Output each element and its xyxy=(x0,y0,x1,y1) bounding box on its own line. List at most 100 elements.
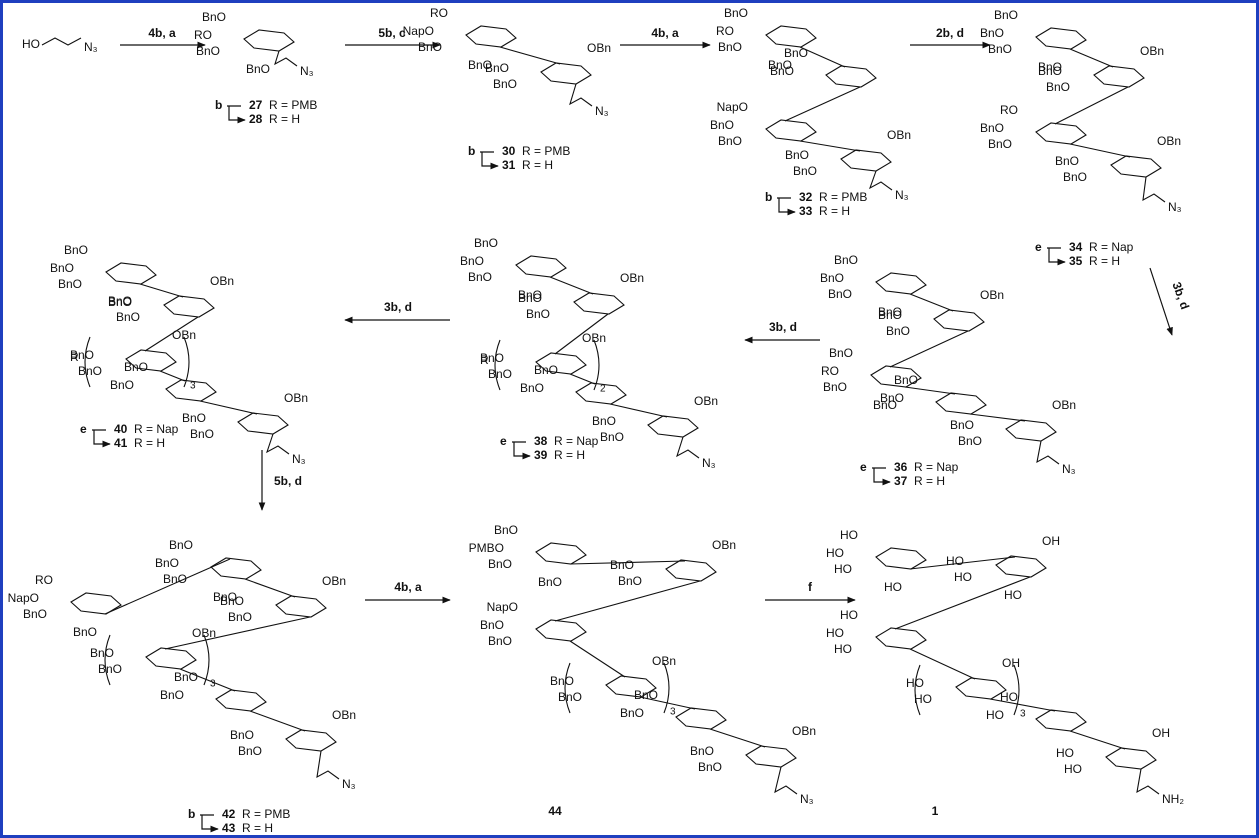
glycosidic-bond xyxy=(799,140,861,152)
substituent: BnO xyxy=(480,618,504,632)
compound-r: R = H xyxy=(554,448,585,462)
compound-number: 35 xyxy=(1069,254,1083,268)
substituent: RO xyxy=(430,6,448,20)
substituent: BnO xyxy=(620,706,644,720)
compound-r: R = Nap xyxy=(554,434,599,448)
glycosidic-bond xyxy=(499,46,561,65)
compound-number: 1 xyxy=(932,804,939,818)
hook-arrow xyxy=(512,441,530,456)
substituent: BnO xyxy=(886,324,910,338)
glycosidic-bond xyxy=(549,276,594,295)
reagent-label: 3b, d xyxy=(769,320,797,334)
substituent: BnO xyxy=(174,670,198,684)
substituent: BnO xyxy=(64,243,88,257)
substituent: OBn xyxy=(1140,44,1164,58)
linker-chain xyxy=(869,170,893,191)
step-label: e xyxy=(1035,240,1042,254)
compound-r: R = PMB xyxy=(269,98,317,112)
compound-r: R = Nap xyxy=(134,422,179,436)
compound-r: R = Nap xyxy=(914,460,959,474)
substituent: PMBO xyxy=(469,541,504,555)
substituent: BnO xyxy=(834,253,858,267)
substituent: HO xyxy=(834,562,852,576)
step-label: b xyxy=(188,807,195,821)
substituent: BnO xyxy=(768,58,792,72)
step-label: b xyxy=(765,190,772,204)
compound-r: R = H xyxy=(819,204,850,218)
compound-r: R = H xyxy=(914,474,945,488)
linker-end: N₃ xyxy=(800,792,814,806)
sugar-ring xyxy=(1110,155,1162,178)
substituent: RO xyxy=(1000,103,1018,117)
hook-arrow xyxy=(92,429,110,444)
substituent: BnO xyxy=(474,236,498,250)
substituent: BnO xyxy=(592,414,616,428)
substituent: BnO xyxy=(190,427,214,441)
sugar-ring xyxy=(1093,65,1145,88)
reagent-label: 4b, a xyxy=(651,26,679,40)
linker-end: NH₂ xyxy=(1162,792,1184,806)
substituent: BnO xyxy=(220,594,244,608)
sugar-ring xyxy=(665,559,717,582)
substituent: BnO xyxy=(110,378,134,392)
substituent: BnO xyxy=(980,26,1004,40)
substituent: BnO xyxy=(1055,154,1079,168)
substituent: OBn xyxy=(322,574,346,588)
substituent: BnO xyxy=(710,118,734,132)
substituent: BnO xyxy=(980,121,1004,135)
substituent: BnO xyxy=(828,287,852,301)
hook-arrow xyxy=(227,105,245,120)
compound-number: 28 xyxy=(249,112,263,126)
linker-end: N₃ xyxy=(895,188,909,202)
glycosidic-bond xyxy=(144,316,199,352)
substituent: BnO xyxy=(785,148,809,162)
substituent: BnO xyxy=(90,646,114,660)
reagent-label: 5b, c xyxy=(378,26,406,40)
compound-number: 34 xyxy=(1069,240,1083,254)
substituent: OBn xyxy=(652,654,676,668)
compound-r: R = H xyxy=(522,158,553,172)
substituent: OH xyxy=(1002,656,1020,670)
repeat-bracket xyxy=(564,662,571,714)
substituent: OBn xyxy=(694,394,718,408)
sugar-ring xyxy=(765,119,817,142)
substituent: BnO xyxy=(460,254,484,268)
substituent: HO xyxy=(826,626,844,640)
substituent: BnO xyxy=(1038,64,1062,78)
compound-r: R = PMB xyxy=(522,144,570,158)
substituent: BnO xyxy=(468,58,492,72)
sugar-ring xyxy=(210,557,262,580)
substituent: OH xyxy=(1152,726,1170,740)
step-label: e xyxy=(860,460,867,474)
glycosidic-bond xyxy=(1069,48,1114,68)
sugar-ring xyxy=(933,309,985,332)
substituent: OBn xyxy=(284,391,308,405)
substituent: OBn xyxy=(582,331,606,345)
substituent: OBn xyxy=(620,271,644,285)
sugar-ring xyxy=(675,707,727,730)
compound-number: 36 xyxy=(894,460,908,474)
substituent: BnO xyxy=(724,6,748,20)
sugar-ring xyxy=(870,365,922,388)
substituent: HO xyxy=(826,546,844,560)
sugar-ring xyxy=(105,262,157,285)
substituent: BnO xyxy=(518,288,542,302)
substituent: OBn xyxy=(210,274,234,288)
substituent: BnO xyxy=(468,270,492,284)
repeat-bracket xyxy=(183,336,190,388)
glycosidic-bond xyxy=(799,46,846,68)
substituent: BnO xyxy=(488,367,512,381)
compound-number: 42 xyxy=(222,807,236,821)
glycosidic-bond xyxy=(989,698,1056,712)
substituent: HO xyxy=(840,608,858,622)
compound-number: 31 xyxy=(502,158,516,172)
reagent-label: f xyxy=(808,580,813,594)
substituent: BnO xyxy=(878,305,902,319)
substituent: HO xyxy=(914,692,932,706)
sugar-ring xyxy=(515,255,567,278)
substituent: BnO xyxy=(50,261,74,275)
linker-chain xyxy=(316,750,340,780)
substituent: BnO xyxy=(58,277,82,291)
glycosidic-bond xyxy=(889,330,969,368)
compound-number: 27 xyxy=(249,98,263,112)
